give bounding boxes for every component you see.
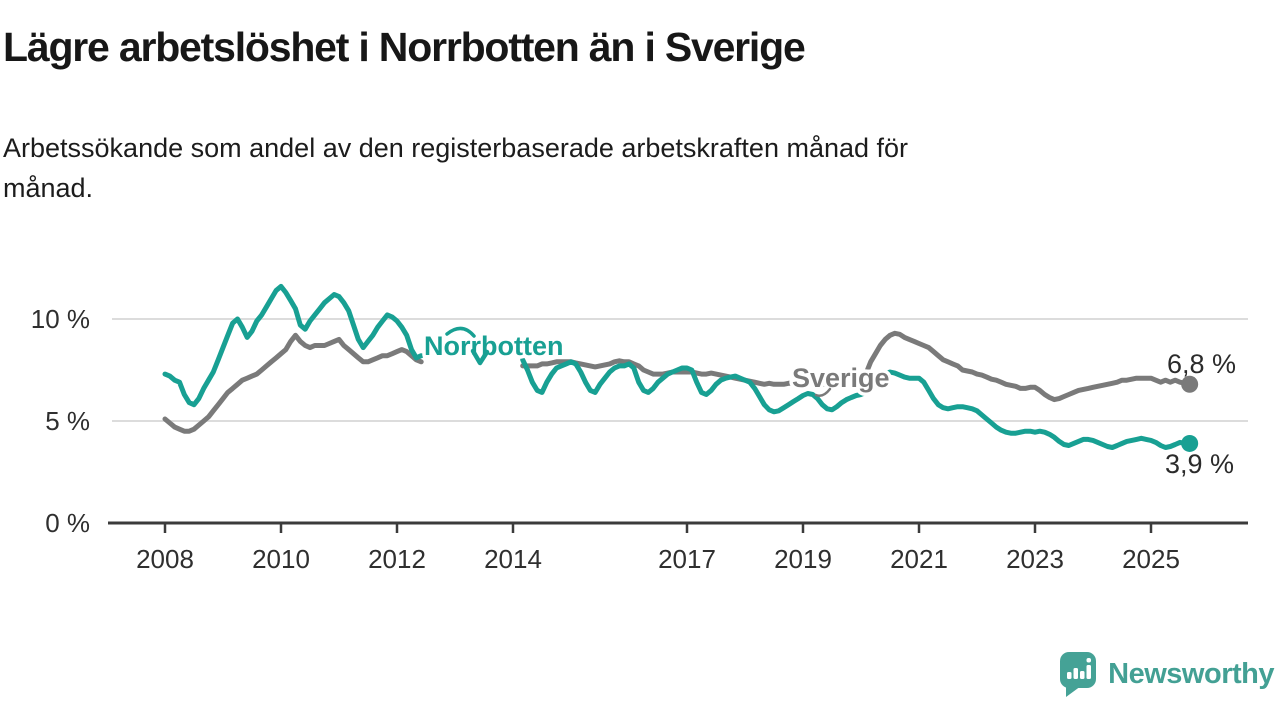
- subtitle-line-2: månad.: [3, 173, 94, 203]
- page-title: Lägre arbetslöshet i Norrbotten än i Sve…: [3, 24, 806, 70]
- y-axis-tick-label: 0 %: [45, 508, 90, 538]
- x-axis-tick-label: 2017: [658, 544, 716, 574]
- sverige-series-label: Sverige: [792, 363, 890, 393]
- norrbotten-arrow-icon: [445, 326, 476, 338]
- norrbotten-series-label: Norrbotten: [424, 331, 563, 361]
- newsworthy-wordmark: Newsworthy: [1108, 657, 1274, 690]
- subtitle-line-1: Arbetssökande som andel av den registerb…: [3, 133, 909, 163]
- x-axis-tick-label: 2021: [890, 544, 948, 574]
- y-axis-tick-label: 5 %: [45, 406, 90, 436]
- norrbotten-arrow-icon: [470, 348, 490, 366]
- x-axis-tick-label: 2012: [368, 544, 426, 574]
- norrbotten-line: [162, 283, 424, 408]
- unemployment-line-chart: 0 % 5 % 10 % 2008 2010 2012 2014 2017 2019 2021 20…: [0, 240, 1280, 600]
- chart-canvas: 0 % 5 % 10 % 2008 2010 2012 2014 2017 2019 2021 20…: [31, 283, 1248, 574]
- y-axis-tick-label: 10 %: [31, 304, 90, 334]
- x-axis-tick-label: 2014: [484, 544, 542, 574]
- page-subtitle: Arbetssökande som andel av den registerb…: [3, 128, 908, 208]
- x-axis-tick-label: 2023: [1006, 544, 1064, 574]
- sverige-end-dot: [1181, 375, 1199, 393]
- norrbotten-end-dot: [1181, 434, 1199, 452]
- sverige-line: [520, 330, 1193, 403]
- x-axis-tick-label: 2025: [1122, 544, 1180, 574]
- sverige-end-value-label: 6,8 %: [1167, 349, 1236, 379]
- sverige-arrow-icon: [814, 387, 832, 397]
- newsworthy-speech-bubble-chart-icon: [1060, 652, 1097, 697]
- sverige-line: [162, 332, 424, 434]
- x-axis-tick-label: 2008: [136, 544, 194, 574]
- x-axis-tick-label: 2019: [774, 544, 832, 574]
- norrbotten-end-value-label: 3,9 %: [1165, 449, 1234, 479]
- newsworthy-logo: Newsworthy: [1058, 650, 1274, 698]
- norrbotten-line: [520, 357, 1193, 450]
- x-axis-tick-label: 2010: [252, 544, 310, 574]
